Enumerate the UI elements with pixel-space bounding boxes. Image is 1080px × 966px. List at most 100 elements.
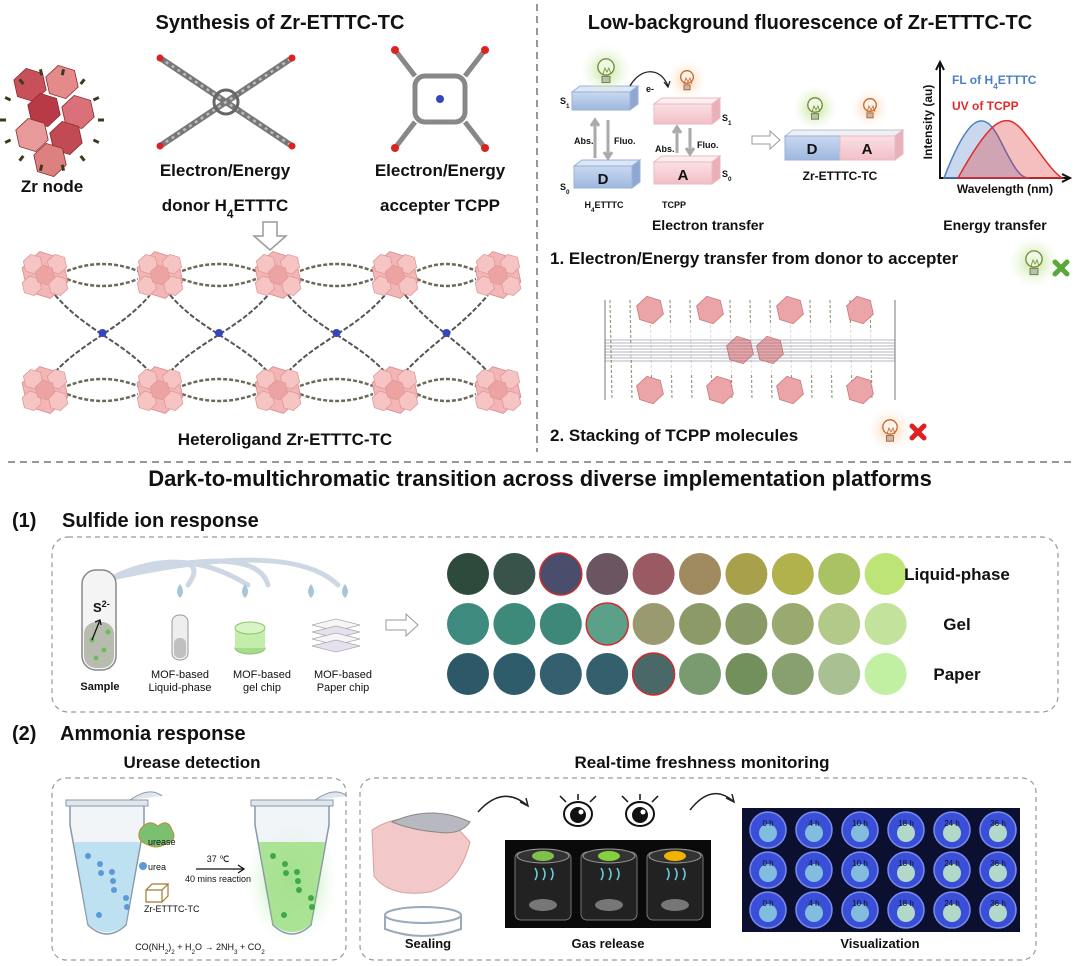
linker — [404, 294, 489, 373]
linker — [66, 377, 139, 388]
linker — [287, 294, 386, 373]
color-dot — [818, 553, 861, 595]
subscript: 0 — [566, 189, 570, 196]
ligand — [4, 138, 12, 144]
highlight — [640, 809, 646, 815]
linker — [181, 262, 257, 273]
section-number: (2) — [12, 723, 36, 745]
transition-label: Abs. — [574, 136, 594, 146]
energy-diagram — [629, 85, 639, 111]
energy-diagram — [783, 129, 905, 137]
flow-arc — [109, 557, 341, 588]
axis-label: Intensity (au) — [921, 85, 935, 160]
atom — [288, 142, 296, 150]
well-label: 36 h — [990, 859, 1006, 868]
axis — [935, 59, 945, 71]
color-dot — [818, 653, 861, 695]
polyhedron — [22, 253, 44, 275]
panel-title: Synthesis of Zr-ETTTC-TC — [156, 12, 405, 34]
arrow — [477, 795, 530, 813]
arrow — [689, 793, 736, 811]
polyhedron — [384, 264, 406, 286]
polyhedron — [846, 375, 874, 405]
label: urea — [148, 862, 166, 872]
color-dot — [493, 653, 536, 695]
polyhedron — [137, 253, 159, 275]
point: 1. Electron/Energy transfer from donor t… — [550, 249, 958, 268]
bulb-base — [810, 113, 820, 120]
sample — [529, 899, 557, 911]
linker — [66, 392, 139, 403]
text-part: ETTTC — [595, 200, 624, 210]
liquid — [74, 842, 140, 932]
state-label: S1 — [560, 96, 570, 110]
equation: CO(NH2)2 + H2O → 2NH3 + CO2 — [135, 942, 265, 956]
liquid — [84, 622, 114, 668]
linker — [299, 392, 374, 403]
subscript: 2 — [191, 949, 195, 956]
box-label: A — [678, 167, 689, 184]
linker — [299, 377, 374, 388]
center — [436, 95, 444, 103]
particle — [111, 887, 117, 893]
spectrum-curve — [956, 119, 1065, 179]
arrow — [91, 619, 102, 641]
box-label: A — [862, 141, 873, 158]
label: 37 ℃ — [207, 854, 230, 864]
liquid — [174, 638, 186, 658]
color-dot — [493, 553, 536, 595]
linker — [416, 277, 477, 288]
liquid — [259, 842, 325, 932]
subscript: 2 — [261, 949, 265, 956]
color-dot — [725, 653, 768, 695]
node — [332, 329, 341, 337]
subpanel-title: Real-time freshness monitoring — [574, 753, 829, 772]
ligand — [4, 96, 12, 102]
well-spot — [989, 864, 1007, 882]
pupil — [632, 807, 648, 823]
bulb — [1025, 250, 1043, 268]
panel-box — [51, 536, 1059, 713]
polyhedron — [384, 379, 406, 401]
atom — [481, 46, 489, 54]
well-spot — [851, 864, 869, 882]
donor-molecule — [156, 54, 296, 150]
polyhedron — [255, 253, 277, 275]
color-dot — [585, 602, 629, 646]
color-dot — [725, 603, 768, 645]
vapor — [600, 867, 620, 881]
legend-entry: FL of H4ETTTC — [952, 73, 1037, 91]
format-label: Paper chip — [317, 682, 370, 694]
color-dot — [493, 603, 536, 645]
text-part: S — [560, 96, 566, 106]
particle — [105, 629, 111, 635]
particle — [109, 869, 115, 875]
polyhedron — [706, 375, 734, 405]
particle — [98, 870, 104, 876]
format-label: MOF-based — [233, 669, 291, 681]
arrow — [196, 864, 246, 874]
color-dot — [447, 653, 489, 695]
text-part: donor H — [162, 196, 227, 215]
polyhedron — [149, 379, 171, 401]
format-label: gel chip — [243, 682, 281, 694]
panel-title: Low-background fluorescence of Zr-ETTTC-… — [588, 12, 1032, 34]
transition-label: Fluo. — [697, 140, 719, 150]
polyhedron — [487, 379, 509, 401]
label: Electron/Energy — [375, 161, 506, 180]
text-part: ) — [168, 942, 171, 952]
ligand — [38, 68, 44, 76]
text-part: H — [584, 200, 591, 210]
polyhedron — [776, 295, 804, 325]
bulb-base — [1029, 267, 1039, 276]
ring — [412, 73, 468, 125]
ligand — [79, 155, 86, 162]
well-spot — [805, 824, 823, 842]
label: urease — [148, 837, 176, 847]
bulb — [597, 58, 615, 76]
well-label: 10 h — [852, 899, 868, 908]
label: accepter TCPP — [380, 196, 500, 215]
transition-label: Fluo. — [614, 136, 636, 146]
well-spot — [759, 864, 777, 882]
particle — [124, 904, 130, 910]
